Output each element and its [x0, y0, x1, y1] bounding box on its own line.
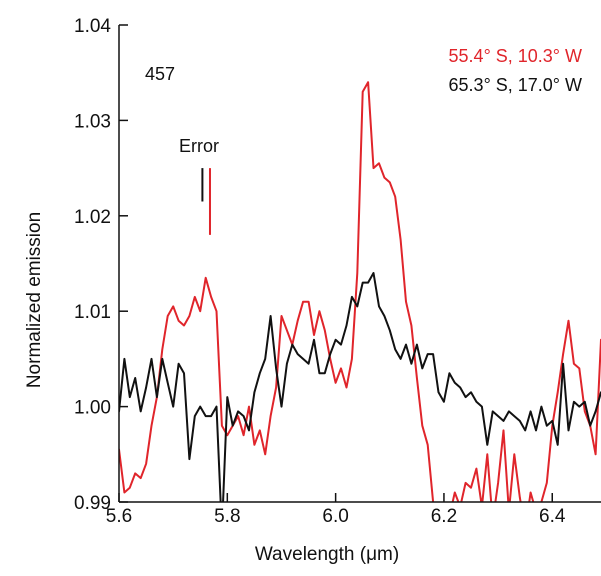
y-tick-label: 0.99: [74, 493, 111, 514]
plot-area: [119, 81, 601, 502]
x-tick-label: 6.4: [539, 506, 566, 527]
y-tick-label: 1.00: [74, 398, 111, 419]
y-tick-label: 1.03: [74, 111, 111, 132]
series-line-2: [119, 272, 601, 502]
legend-entry-series-1: 55.4° S, 10.3° W: [449, 46, 582, 66]
x-tick-label: 6.2: [431, 506, 457, 527]
x-tick-label: 6.0: [322, 506, 348, 527]
x-axis-title: Wavelength (μm): [255, 544, 399, 565]
y-tick-label: 1.02: [74, 207, 111, 228]
axes: 0.99 1.00 1.01 1.02 1.03 1.04 5.6 5.8 6.0 6.2 6.4: [74, 16, 601, 527]
y-tick-label: 1.04: [74, 16, 111, 37]
error-label: Error: [179, 136, 219, 156]
y-tick-label: 1.01: [74, 302, 111, 323]
series-line-1: [119, 81, 601, 502]
panel-label: 457: [145, 64, 175, 84]
x-tick-label: 5.6: [106, 506, 132, 527]
y-axis-title: Normalized emission: [24, 212, 45, 388]
series-group: [119, 81, 601, 502]
legend-entry-series-2: 65.3° S, 17.0° W: [449, 75, 582, 95]
x-tick-label: 5.8: [214, 506, 240, 527]
